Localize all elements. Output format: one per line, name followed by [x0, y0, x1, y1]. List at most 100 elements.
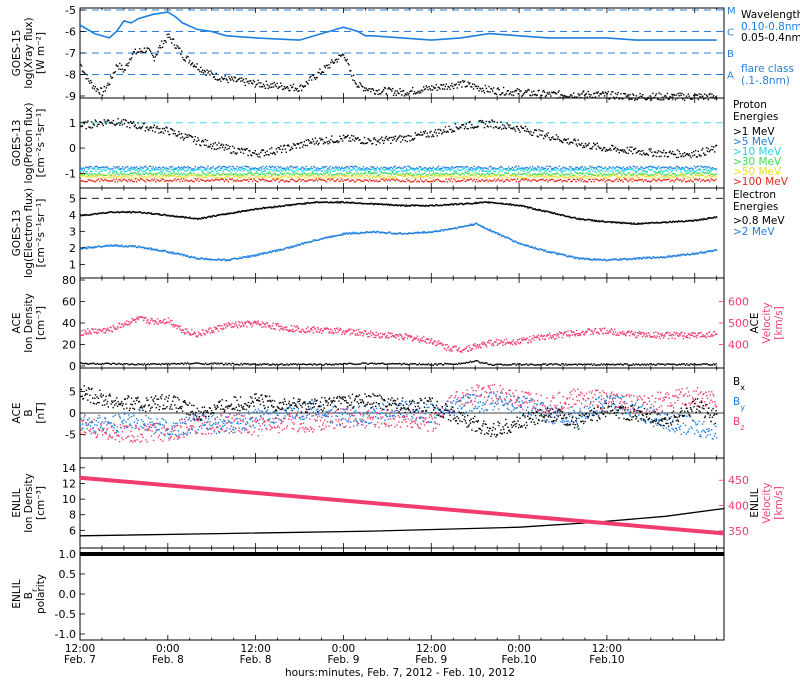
proton-band-series-3-point [290, 177, 291, 178]
proton-band-series-2-point [645, 172, 646, 173]
proton-band-series-1-point [202, 171, 203, 172]
proton-band-series-1-point [235, 169, 236, 170]
proton-1mev-series-point [693, 151, 694, 152]
proton-band-series-2-point [577, 173, 578, 174]
proton-band-series-0-point [216, 167, 217, 168]
proton-band-series-0-point [615, 167, 616, 168]
proton-band-series-1-point [266, 168, 267, 169]
proton-band-series-3-point [233, 176, 234, 177]
proton-band-series-1-point [188, 168, 189, 169]
proton-band-series-2-point [554, 173, 555, 174]
xray-short-series-point [588, 91, 589, 92]
xray-short-series-point [125, 69, 126, 70]
proton-band-series-0-point [386, 167, 387, 168]
proton-band-series-1-point [449, 170, 450, 171]
xray-short-series-point [298, 90, 299, 91]
proton-band-series-0-point [251, 168, 252, 169]
proton-1mev-series-point [488, 126, 489, 127]
proton-1mev-series-point [173, 133, 174, 134]
proton-band-series-2-point [340, 173, 341, 174]
proton-band-series-4-point [671, 180, 672, 181]
proton-1mev-series-point [108, 120, 109, 121]
proton-band-series-4-point [243, 179, 244, 180]
proton-band-series-1-point [214, 168, 215, 169]
proton-band-series-2-point [353, 174, 354, 175]
proton-band-series-4-point [372, 180, 373, 181]
proton-band-series-2-point [163, 174, 164, 175]
xray-short-series-point [634, 100, 635, 101]
proton-band-series-4-point [621, 179, 622, 180]
proton-band-series-1-point [460, 170, 461, 171]
proton-band-series-2-point [205, 174, 206, 175]
proton-band-series-0-point [577, 167, 578, 168]
proton-band-series-3-point [549, 177, 550, 178]
proton-band-series-3-point [485, 176, 486, 177]
proton-band-series-3-point [438, 175, 439, 176]
proton-band-series-0-point [453, 167, 454, 168]
proton-band-series-3-point [307, 177, 308, 178]
proton-band-series-2-point [198, 175, 199, 176]
proton-1mev-series-point [701, 150, 702, 151]
proton-band-series-0-point [340, 168, 341, 169]
proton-band-series-0-point [676, 166, 677, 167]
proton-band-series-2-point [299, 174, 300, 175]
proton-band-series-2-point [407, 173, 408, 174]
proton-band-series-4-point [276, 178, 277, 179]
proton-band-series-1-point [530, 171, 531, 172]
proton-1mev-series-point [562, 142, 563, 143]
proton-band-series-1-point [327, 171, 328, 172]
xray-short-series-point [382, 91, 383, 92]
electron-08mev-series-point [706, 219, 707, 220]
xray-short-series-point [578, 95, 579, 96]
proton-band-series-2-point [197, 174, 198, 175]
proton-band-series-2-point [538, 173, 539, 174]
proton-1mev-series-point [515, 130, 516, 131]
proton-band-series-1-point [578, 169, 579, 170]
proton-1mev-series-point [303, 144, 304, 145]
proton-1mev-series-point [344, 137, 345, 138]
proton-band-series-2-point [521, 174, 522, 175]
proton-band-series-1-point [691, 170, 692, 171]
proton-1mev-series-point [672, 151, 673, 152]
xray-short-series-point [516, 90, 517, 91]
proton-band-series-1-point [570, 170, 571, 171]
proton-band-series-4-point [131, 179, 132, 180]
proton-1mev-series-point [405, 140, 406, 141]
proton-1mev-series-point [438, 129, 439, 130]
proton-band-series-1-point [295, 168, 296, 169]
proton-band-series-1-point [400, 168, 401, 169]
proton-band-series-4-point [417, 180, 418, 181]
proton-1mev-series-point [659, 156, 660, 157]
proton-band-series-1-point [434, 168, 435, 169]
proton-band-series-2-point [382, 172, 383, 173]
xray-short-series-point [229, 78, 230, 79]
proton-band-series-4-point [677, 179, 678, 180]
proton-band-series-1-point [336, 168, 337, 169]
proton-band-series-3-point [285, 174, 286, 175]
proton-band-series-0-point [544, 168, 545, 169]
proton-band-series-4-point [659, 180, 660, 181]
proton-band-series-3-point [391, 175, 392, 176]
proton-1mev-series-point [142, 126, 143, 127]
xray-short-series-point [426, 85, 427, 86]
xray-short-series-point [143, 52, 144, 53]
proton-band-series-3-point [575, 175, 576, 176]
proton-band-series-4-point [431, 181, 432, 182]
proton-1mev-series-point [254, 152, 255, 153]
xray-short-series-point [236, 80, 237, 81]
proton-band-series-2-point [555, 173, 556, 174]
proton-band-series-1-point [360, 169, 361, 170]
proton-1mev-series-point [372, 143, 373, 144]
electron-2mev-series-point [113, 244, 114, 245]
proton-band-series-0-point [326, 166, 327, 167]
proton-band-series-2-point [309, 175, 310, 176]
proton-band-series-4-point [430, 181, 431, 182]
proton-1mev-series-point [690, 157, 691, 158]
proton-band-series-4-point [540, 179, 541, 180]
electron-2mev-series-point [94, 247, 95, 248]
proton-band-series-2-point [154, 173, 155, 174]
proton-band-series-4-point [594, 179, 595, 180]
proton-band-series-3-point [694, 177, 695, 178]
proton-1mev-series-point [703, 153, 704, 154]
proton-1mev-series-point [575, 140, 576, 141]
